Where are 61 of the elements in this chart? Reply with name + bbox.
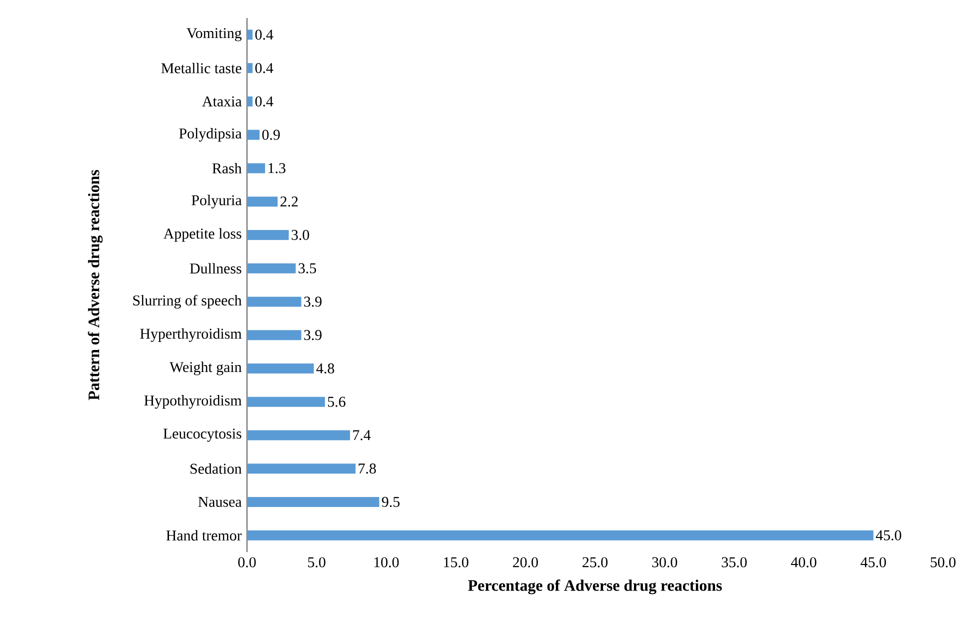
bar — [247, 430, 350, 440]
y-tick-label: Metallic taste — [161, 62, 242, 74]
x-tick-label: 35.0 — [722, 557, 747, 568]
data-label: 3.9 — [304, 296, 322, 307]
x-axis-title: Percentage of Adverse drug reactions — [468, 580, 722, 594]
bar — [247, 63, 253, 74]
data-label: 7.4 — [353, 430, 371, 440]
y-tick-label: Ataxia — [202, 96, 242, 106]
y-tick-label: Hand tremor — [166, 530, 242, 541]
bar — [247, 30, 253, 40]
y-tick-label: Hyperthyroidism — [140, 328, 242, 342]
data-label: 7.8 — [358, 463, 376, 474]
x-tick-label: 5.0 — [308, 557, 326, 568]
y-tick-label: Weight gain — [170, 362, 242, 376]
data-label: 3.0 — [292, 230, 310, 240]
data-label: 3.9 — [304, 330, 322, 340]
y-tick-label: Dullness — [190, 263, 242, 274]
bar — [247, 130, 260, 140]
bar — [247, 496, 380, 507]
bar — [247, 230, 289, 240]
y-tick-label: Nausea — [198, 496, 242, 507]
y-tick-label: Slurring of speech — [133, 294, 242, 309]
y-tick-label: Polyuria — [192, 194, 242, 208]
data-label: 2.2 — [280, 196, 298, 207]
y-tick-label: Vomiting — [186, 28, 242, 42]
bar — [247, 263, 296, 274]
x-tick-label: 45.0 — [860, 557, 886, 568]
x-tick-label: 40.0 — [791, 557, 816, 568]
data-label: 1.3 — [268, 163, 286, 174]
x-tick-label: 0.0 — [238, 557, 256, 568]
data-label: 0.4 — [255, 30, 274, 40]
bar — [247, 96, 253, 106]
y-tick-label: Polydipsia — [179, 128, 242, 142]
x-tick-label: 30.0 — [652, 557, 678, 568]
y-tick-label: Rash — [212, 162, 242, 174]
data-label: 4.8 — [316, 363, 334, 374]
y-axis-title: Pattern of Adverse drug reactions — [88, 170, 103, 400]
data-label: 0.4 — [255, 96, 274, 107]
x-tick-label: 50.0 — [930, 557, 956, 568]
bar — [247, 163, 266, 174]
bar — [247, 330, 302, 340]
y-tick-label: Sedation — [190, 463, 242, 474]
data-label: 0.4 — [255, 62, 274, 74]
bar — [247, 196, 278, 207]
data-label: 0.9 — [262, 130, 280, 140]
data-label: 5.6 — [328, 396, 346, 407]
data-label: 9.5 — [382, 496, 400, 508]
data-label: 3.5 — [298, 263, 316, 274]
bar — [247, 363, 314, 374]
bar — [247, 296, 302, 307]
y-tick-label: Leucocytosis — [163, 428, 242, 442]
x-tick-label: 20.0 — [512, 557, 538, 568]
y-tick-label: Appetite loss — [164, 228, 242, 242]
bar — [247, 396, 325, 407]
bar — [247, 530, 874, 540]
y-tick-label: Hypothyroidism — [144, 395, 242, 409]
x-tick-label: 25.0 — [582, 557, 608, 568]
bar — [247, 464, 356, 474]
x-tick-label: 10.0 — [374, 557, 399, 568]
data-label: 45.0 — [876, 530, 902, 540]
x-tick-label: 15.0 — [444, 557, 468, 568]
